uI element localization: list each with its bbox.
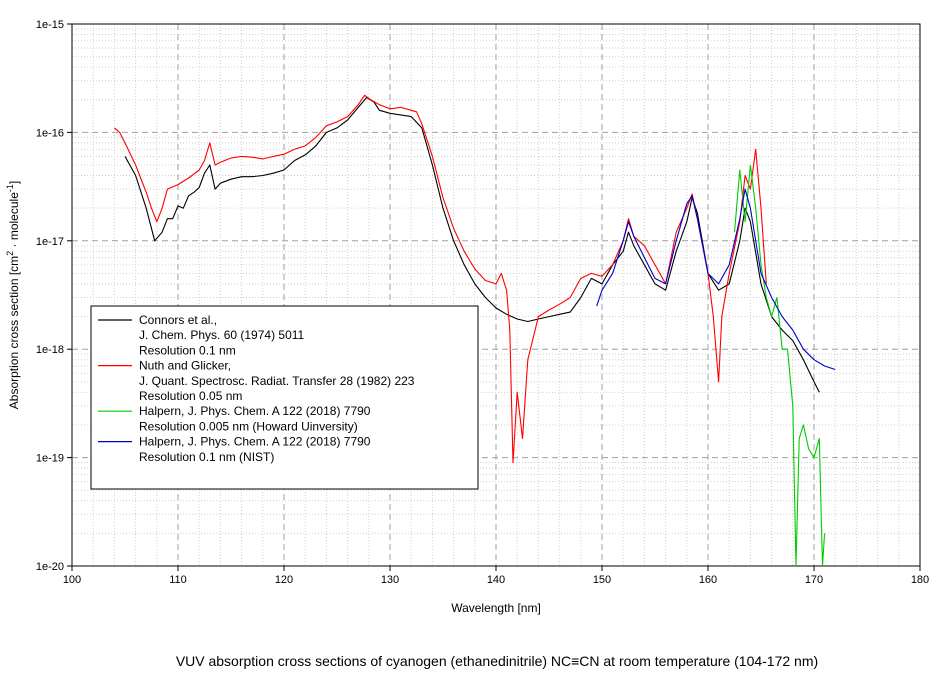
legend-entry-text: Resolution 0.1 nm <box>139 343 236 357</box>
legend-entry-text: Connors et al., <box>139 313 217 327</box>
legend-entry-text: Halpern, J. Phys. Chem. A 122 (2018) 779… <box>139 435 371 449</box>
y-axis-label-part: Absorption cross section [cm <box>7 256 21 409</box>
y-axis-label: Absorption cross section [cm2 · molecule… <box>5 181 21 409</box>
y-tick-label: 1e-15 <box>36 19 64 31</box>
y-axis-label-part: ] <box>7 181 21 184</box>
series-line-3 <box>733 164 826 566</box>
y-tick-label: 1e-19 <box>36 453 64 465</box>
x-tick-label: 120 <box>275 574 293 586</box>
x-tick-label: 130 <box>381 574 399 586</box>
x-tick-label: 170 <box>805 574 823 586</box>
legend-entry-text: J. Chem. Phys. 60 (1974) 5011 <box>139 328 305 342</box>
y-tick-label: 1e-17 <box>36 236 64 248</box>
series-line-2 <box>114 94 767 464</box>
series-line-1 <box>124 96 820 393</box>
x-tick-label: 160 <box>699 574 717 586</box>
legend: Connors et al.,J. Chem. Phys. 60 (1974) … <box>90 305 479 490</box>
x-tick-label: 180 <box>911 574 929 586</box>
legend-entry-text: Halpern, J. Phys. Chem. A 122 (2018) 779… <box>139 404 371 418</box>
x-tick-label: 100 <box>63 574 81 586</box>
x-axis-label: Wavelength [nm] <box>451 601 541 615</box>
y-axis-label-part: · molecule <box>7 192 21 251</box>
tick-labels: 100 110 120 130 140 150 160 170 180 1e-15 1e-16 1e-… <box>36 19 929 586</box>
series-line-4 <box>596 188 836 371</box>
legend-box <box>90 305 479 490</box>
legend-entry-text: Resolution 0.005 nm (Howard Uinversity) <box>139 419 358 433</box>
grid <box>71 23 921 567</box>
legend-entry-text: Resolution 0.05 nm <box>139 389 242 403</box>
y-tick-label: 1e-18 <box>36 344 64 356</box>
axis-ticks <box>67 23 921 571</box>
plot-area <box>114 94 836 566</box>
y-tick-label: 1e-20 <box>36 561 64 573</box>
legend-entry-text: J. Quant. Spectrosc. Radiat. Transfer 28… <box>139 374 415 388</box>
y-axis-label-sup: -1 <box>5 184 15 192</box>
x-tick-label: 150 <box>593 574 611 586</box>
y-axis-label-sup: 2 <box>5 251 15 256</box>
figure-caption: VUV absorption cross sections of cyanoge… <box>176 653 818 669</box>
legend-entry-text: Resolution 0.1 nm (NIST) <box>139 450 274 464</box>
x-tick-label: 110 <box>169 574 187 586</box>
legend-entry-text: Nuth and Glicker, <box>139 359 231 373</box>
y-tick-label: 1e-16 <box>36 127 64 139</box>
x-tick-label: 140 <box>487 574 505 586</box>
